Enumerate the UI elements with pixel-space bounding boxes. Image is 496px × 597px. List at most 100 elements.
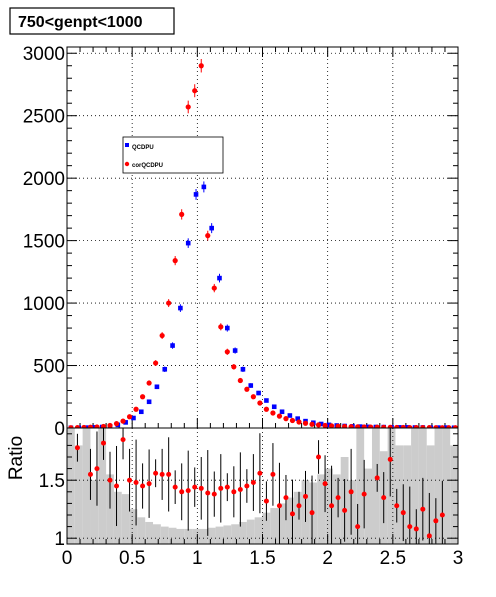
legend-box [122,136,224,174]
qcdpu-point [248,383,254,388]
corqcdpu-point [159,332,165,339]
main-y-tick-label: 2000 [23,169,65,190]
ratio-point [361,491,367,497]
corqcdpu-point [283,416,289,422]
corqcdpu-point [224,349,230,355]
corqcdpu-point [198,63,204,69]
corqcdpu-point [322,422,328,429]
ratio-point [146,481,152,487]
corqcdpu-point [113,421,120,427]
qcdpu-point [185,240,191,246]
ratio-point [283,495,289,501]
qcdpu-point [131,415,136,421]
ratio-point [374,475,380,481]
ratio-band-bin [426,445,435,544]
ratio-point [166,471,172,477]
qcdpu-point [209,225,214,231]
ratio-band-bin [403,445,412,544]
ratio-band-bin [364,468,372,544]
ratio-point [87,471,93,477]
ratio-band-bin [145,521,154,544]
ratio-point [218,485,224,491]
ratio-point [296,503,302,509]
corqcdpu-point [270,410,276,416]
qcdpu-point [232,348,238,353]
ratio-point [394,503,400,509]
ratio-band-bin [184,528,193,544]
ratio-markers [74,437,445,539]
qcdpu-point [146,399,152,405]
ratio-point [133,480,139,486]
ratio-point [244,483,250,489]
ratio-band-bin [129,509,138,544]
x-tick-label: 0.5 [119,548,145,569]
qcdpu-point [138,409,144,415]
ratio-point [172,484,178,490]
ratio-band-bin [239,521,247,544]
qcdpu-point [287,413,293,418]
main-y-tick-label: 500 [33,357,65,378]
corqcdpu-point [211,285,217,291]
ratio-point [192,484,198,490]
corqcdpu-point [146,380,152,386]
ratio-point [100,440,106,446]
ratio-band-bin [317,474,326,544]
corqcdpu-point [107,422,113,429]
qcdpu-point [178,305,183,311]
ratio-point [198,485,204,491]
ratio-y-tick-labels: 11.5 [39,471,65,550]
ratio-band-bin [411,428,419,544]
chart-title: 750<genpt<1000 [18,14,143,31]
qcdpu-point [279,409,285,415]
ratio-point [355,524,361,530]
ratio-point [179,489,185,495]
corqcdpu-point [126,414,133,420]
ratio-point [348,489,354,495]
ratio-point [224,484,230,490]
qcdpu-point [170,343,175,348]
qcdpu-point [357,424,363,429]
ratio-band-bin [356,428,365,544]
ratio-point [329,503,335,509]
ratio-point [211,491,217,497]
ratio-point [127,477,133,483]
x-tick-label: 3 [453,548,464,569]
ratio-band-bin [231,524,240,544]
ratio-band-bin [434,428,443,544]
qcdpu-point [256,390,261,396]
ratio-point [426,533,432,539]
ratio-band-bin [153,524,161,544]
qcdpu-point [217,275,222,281]
qcdpu-point [365,424,371,430]
ratio-point [381,495,387,501]
x-tick-label: 2 [322,548,333,569]
corqcdpu-point [192,88,198,94]
ratio-band-bin [325,468,333,544]
main-y-tick-label: 0 [54,419,65,440]
qcdpu-point [295,416,300,421]
qcdpu-point [404,425,410,430]
qcdpu-point [225,325,230,331]
qcdpu-point [318,421,324,427]
ratio-point [263,498,269,504]
qcdpu-point [201,184,207,190]
ratio-point [322,481,328,487]
ratio-point [107,477,113,483]
corqcdpu-point [153,360,159,366]
corqcdpu-point [302,420,309,426]
main-y-tick-label: 1500 [23,232,65,253]
x-tick-label: 1 [192,548,203,569]
main-plot-background [67,47,458,428]
corqcdpu-point [289,417,296,424]
main-y-tick-label: 3000 [23,44,65,65]
ratio-band-bin [223,525,232,544]
ratio-point [439,512,445,518]
ratio-band-bin [98,428,107,544]
corqcdpu-point [172,258,178,264]
main-plot-panel: 0 500 1000 1500 2000 2500 3000 QCDPU corQCDPU [23,44,459,440]
ratio-point [303,493,309,499]
main-y-tick-label: 1000 [23,294,65,315]
corqcdpu-point [218,324,224,330]
ratio-band-bin [387,428,396,544]
ratio-point [250,480,256,486]
